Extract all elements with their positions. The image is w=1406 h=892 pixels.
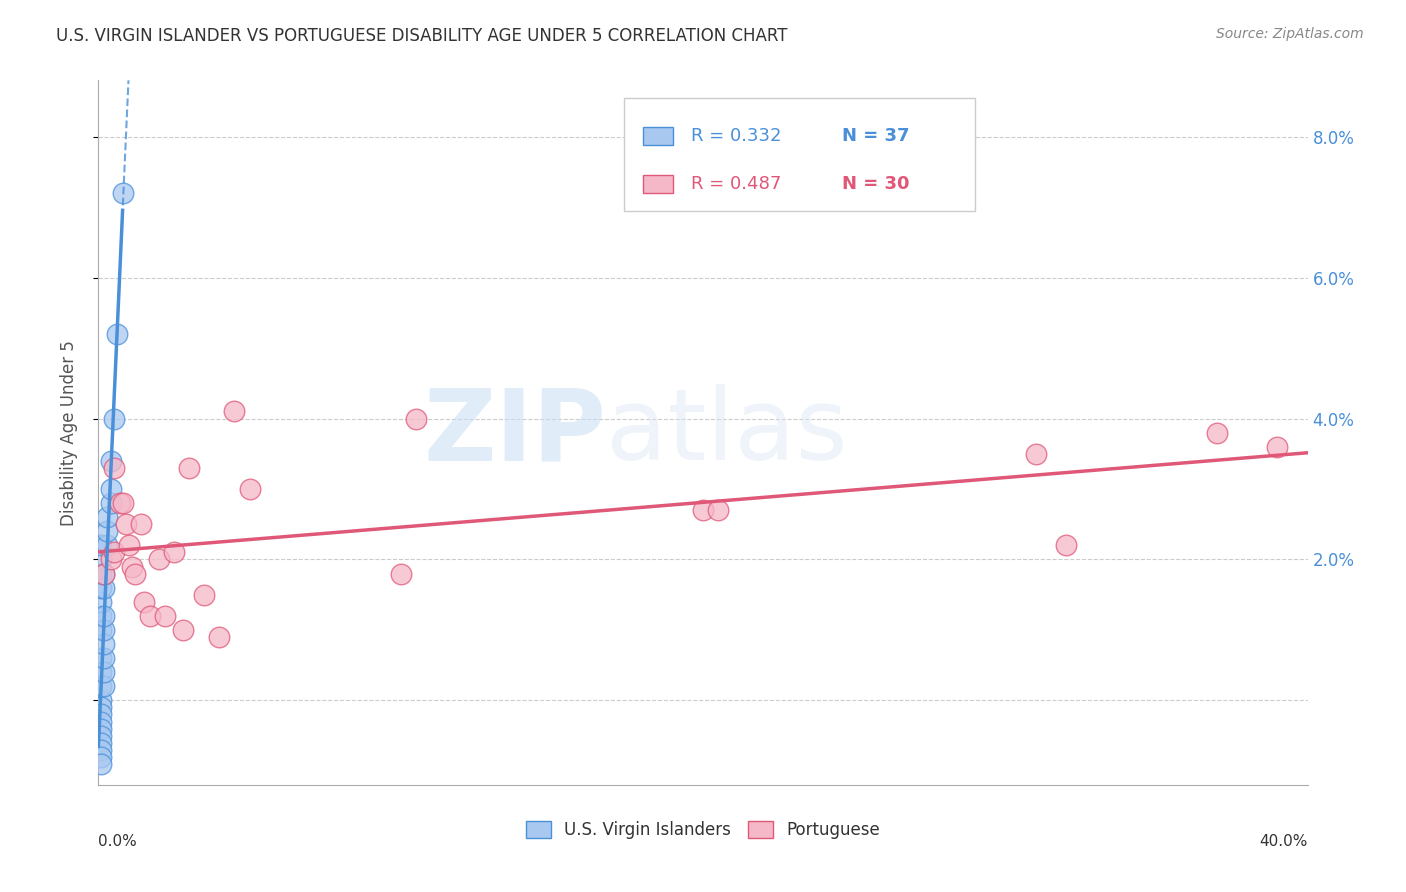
Point — [93, 651, 115, 665]
Text: R = 0.332: R = 0.332 — [690, 128, 782, 145]
Point — [96, 538, 118, 552]
Point — [90, 581, 112, 595]
Text: ZIP: ZIP — [423, 384, 606, 481]
Text: 40.0%: 40.0% — [1260, 834, 1308, 849]
Point — [108, 496, 131, 510]
Point — [90, 756, 112, 771]
Text: U.S. VIRGIN ISLANDER VS PORTUGUESE DISABILITY AGE UNDER 5 CORRELATION CHART: U.S. VIRGIN ISLANDER VS PORTUGUESE DISAB… — [56, 27, 787, 45]
Text: N = 37: N = 37 — [842, 128, 910, 145]
FancyBboxPatch shape — [643, 128, 673, 145]
Text: R = 0.487: R = 0.487 — [690, 175, 782, 193]
Point — [90, 665, 112, 680]
Point — [90, 742, 112, 756]
Point — [124, 566, 146, 581]
Point — [93, 637, 115, 651]
Point — [90, 749, 112, 764]
Text: Source: ZipAtlas.com: Source: ZipAtlas.com — [1216, 27, 1364, 41]
Point — [118, 538, 141, 552]
Point — [103, 545, 125, 559]
Point — [1024, 447, 1046, 461]
Point — [111, 186, 134, 200]
Point — [132, 595, 155, 609]
Point — [692, 503, 714, 517]
Point — [93, 566, 115, 581]
Text: 0.0%: 0.0% — [98, 834, 138, 849]
Point — [163, 545, 186, 559]
Point — [90, 729, 112, 743]
Point — [193, 588, 215, 602]
Point — [148, 552, 170, 566]
Point — [239, 482, 262, 496]
Point — [103, 411, 125, 425]
Point — [1206, 425, 1229, 440]
Point — [90, 566, 112, 581]
FancyBboxPatch shape — [624, 98, 976, 211]
Legend: U.S. Virgin Islanders, Portuguese: U.S. Virgin Islanders, Portuguese — [517, 813, 889, 847]
Point — [1054, 538, 1077, 552]
Point — [153, 608, 176, 623]
Point — [96, 524, 118, 539]
Point — [90, 538, 112, 552]
Point — [93, 566, 115, 581]
Point — [90, 595, 112, 609]
Text: N = 30: N = 30 — [842, 175, 910, 193]
Point — [707, 503, 730, 517]
Point — [90, 693, 112, 707]
Point — [100, 552, 122, 566]
Point — [114, 517, 136, 532]
Point — [100, 496, 122, 510]
Point — [93, 608, 115, 623]
Text: atlas: atlas — [606, 384, 848, 481]
FancyBboxPatch shape — [643, 175, 673, 193]
Point — [90, 608, 112, 623]
Point — [111, 496, 134, 510]
Point — [90, 714, 112, 729]
Point — [90, 623, 112, 637]
Point — [208, 630, 231, 644]
Point — [90, 707, 112, 722]
Point — [172, 623, 194, 637]
Point — [1267, 440, 1289, 454]
Point — [93, 581, 115, 595]
Point — [93, 679, 115, 693]
Point — [179, 460, 201, 475]
Point — [90, 736, 112, 750]
Point — [103, 460, 125, 475]
Point — [93, 623, 115, 637]
Point — [224, 404, 246, 418]
Point — [100, 482, 122, 496]
Point — [121, 559, 143, 574]
Point — [90, 679, 112, 693]
Point — [93, 665, 115, 680]
Point — [139, 608, 162, 623]
Point — [129, 517, 152, 532]
Point — [405, 411, 427, 425]
Point — [100, 454, 122, 468]
Point — [90, 700, 112, 714]
Point — [96, 510, 118, 524]
Point — [105, 326, 128, 341]
Point — [90, 722, 112, 736]
Point — [90, 651, 112, 665]
Point — [90, 552, 112, 566]
Y-axis label: Disability Age Under 5: Disability Age Under 5 — [59, 340, 77, 525]
Point — [389, 566, 412, 581]
